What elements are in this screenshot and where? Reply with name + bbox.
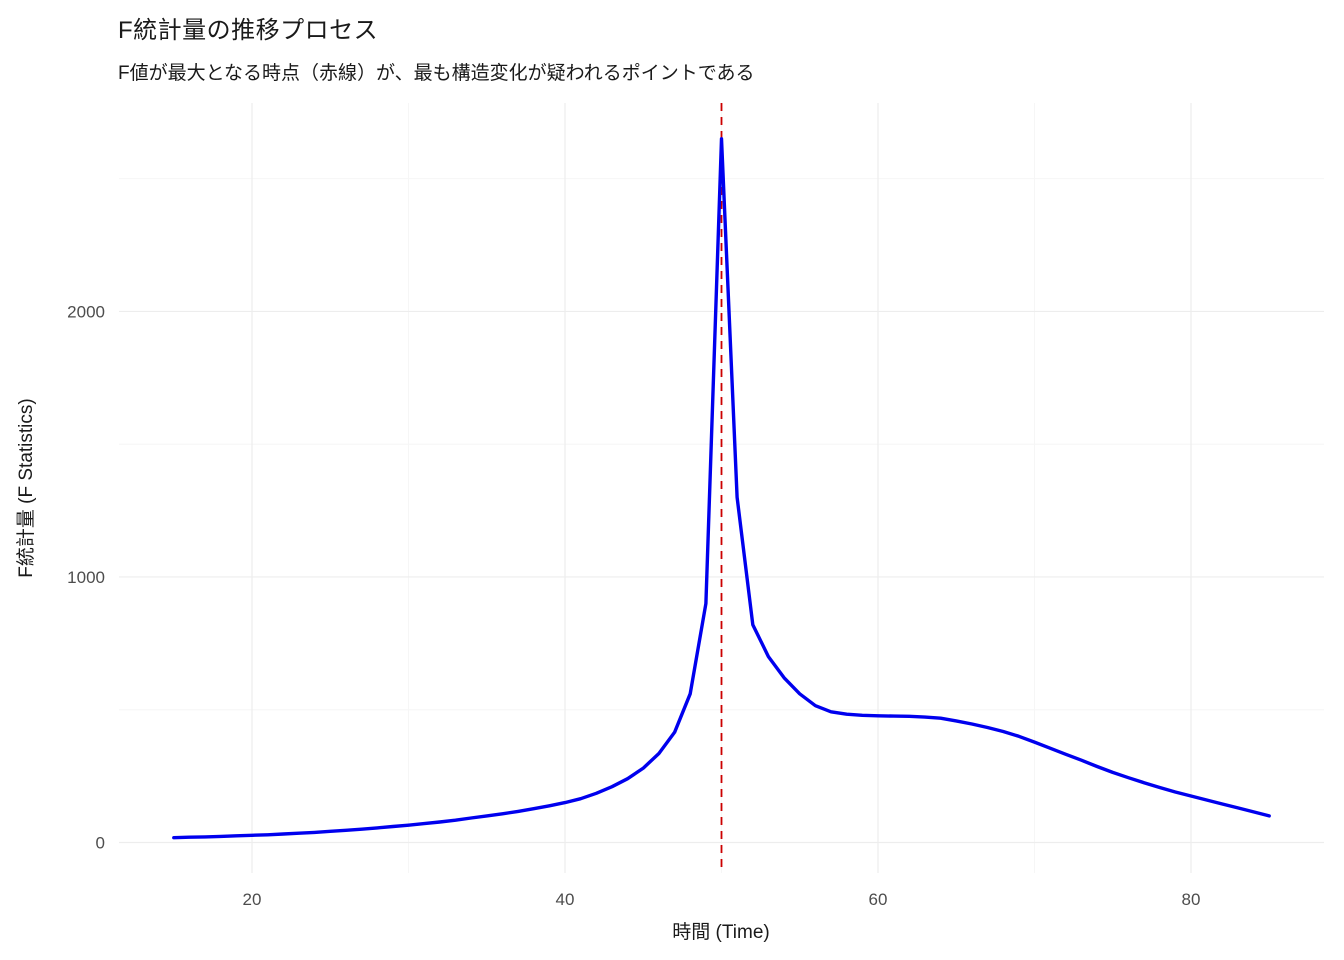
y-tick-label: 0 <box>96 833 105 852</box>
f-statistic-line <box>172 137 1271 840</box>
chart-subtitle: F値が最大となる時点（赤線）が、最も構造変化が疑われるポイントである <box>118 63 755 84</box>
x-tick-label: 20 <box>243 890 262 909</box>
x-axis-title: 時間 (Time) <box>672 921 769 943</box>
y-tick-label: 1000 <box>67 568 105 587</box>
chart-title: F統計量の推移プロセス <box>118 17 379 44</box>
x-tick-label: 80 <box>1182 890 1201 909</box>
y-tick-label: 2000 <box>67 302 105 321</box>
x-tick-label: 40 <box>556 890 575 909</box>
data-layer <box>172 103 1271 873</box>
y-axis-title: F統計量 (F Statistics) <box>15 398 37 577</box>
axis-layer: 20 40 60 80 0 1000 2000 <box>67 302 1200 909</box>
x-tick-label: 60 <box>869 890 888 909</box>
